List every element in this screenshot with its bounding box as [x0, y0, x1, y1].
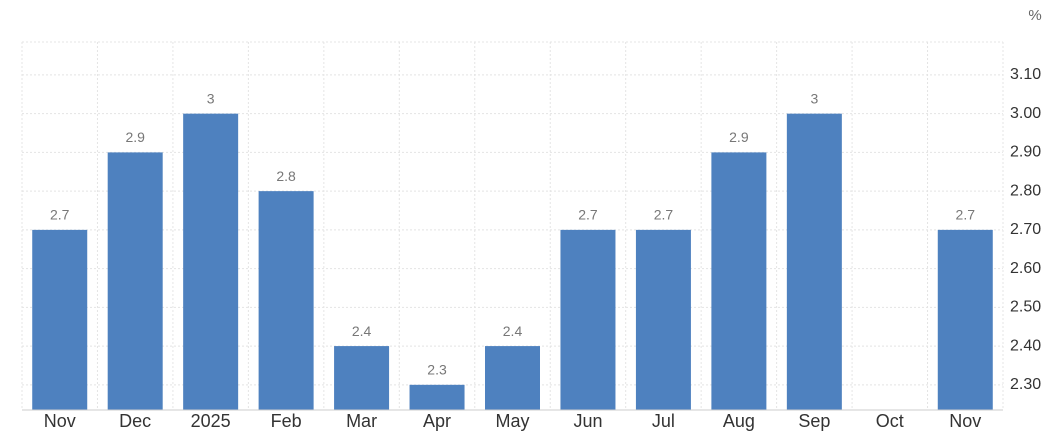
x-tick-label: Nov: [949, 411, 981, 431]
y-tick-label: 2.80: [1010, 182, 1041, 199]
x-tick-label: May: [495, 411, 529, 431]
bar: [485, 346, 540, 410]
value-label: 2.9: [125, 129, 145, 145]
x-tick-label: Dec: [119, 411, 151, 431]
x-tick-label: Nov: [44, 411, 76, 431]
x-tick-label: Sep: [798, 411, 830, 431]
y-tick-label: 2.70: [1010, 221, 1041, 238]
x-tick-label: Oct: [876, 411, 904, 431]
y-tick-label: 2.90: [1010, 144, 1041, 161]
value-label: 2.7: [654, 207, 674, 223]
value-label: 2.3: [427, 362, 447, 378]
bar: [258, 191, 314, 410]
x-tick-label: Jun: [573, 411, 602, 431]
x-tick-label: 2025: [191, 411, 231, 431]
bar: [786, 113, 842, 411]
value-label: 2.9: [729, 129, 749, 145]
x-tick-label: Feb: [271, 411, 302, 431]
x-tick-label: Mar: [346, 411, 377, 431]
bar: [711, 152, 767, 410]
y-tick-label: 3.10: [1010, 66, 1041, 83]
x-tick-label: Jul: [652, 411, 675, 431]
value-label: 3: [207, 90, 215, 106]
bar: [560, 229, 616, 410]
y-tick-label: 2.50: [1010, 299, 1041, 316]
y-tick-label: 2.60: [1010, 260, 1041, 277]
value-label: 2.7: [50, 207, 70, 223]
value-label: 2.7: [578, 207, 598, 223]
bar: [183, 113, 239, 411]
y-tick-label: 2.40: [1010, 337, 1041, 354]
y-tick-label: 2.30: [1010, 376, 1041, 393]
bar: [32, 229, 88, 410]
value-label: 2.4: [503, 323, 523, 339]
value-label: 3: [810, 90, 818, 106]
value-label: 2.8: [276, 168, 296, 184]
y-tick-label: 3.00: [1010, 105, 1041, 122]
bar: [334, 346, 390, 410]
bar: [107, 152, 163, 410]
bar: [409, 384, 465, 410]
bar: [937, 229, 993, 410]
value-label: 2.7: [956, 207, 976, 223]
bar: [635, 229, 691, 410]
value-label: 2.4: [352, 323, 372, 339]
x-tick-label: Apr: [423, 411, 451, 431]
x-tick-label: Aug: [723, 411, 755, 431]
y-unit: %: [1028, 7, 1041, 24]
